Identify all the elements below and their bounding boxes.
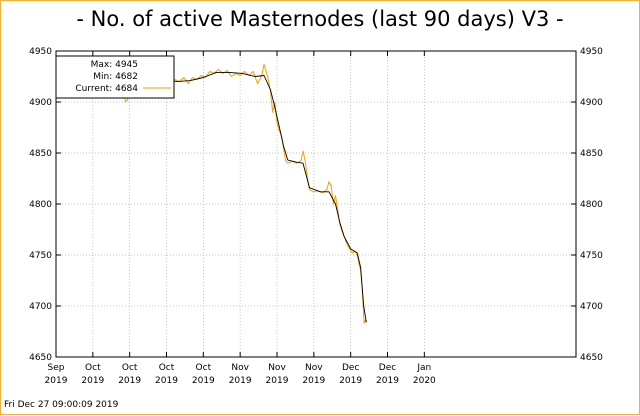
x-tick-label-year: 2019: [376, 376, 399, 386]
x-tick-label-month: Nov: [305, 363, 323, 373]
y-tick-label-right: 4850: [580, 149, 603, 159]
legend-max: Max: 4945: [91, 60, 138, 70]
legend-frame: [55, 55, 175, 99]
chart-title: - No. of active Masternodes (last 90 day…: [76, 7, 564, 31]
y-tick-label: 4650: [29, 353, 52, 363]
y-tick-label-right: 4800: [580, 200, 603, 210]
x-tick-label-month: Oct: [85, 363, 101, 373]
x-tick-label-year: 2020: [413, 376, 436, 386]
x-tick-label-month: Dec: [342, 363, 359, 373]
y-tick-label: 4700: [29, 302, 52, 312]
y-tick-label-right: 4950: [580, 47, 603, 57]
x-tick-label-year: 2019: [81, 376, 104, 386]
x-tick-label-year: 2019: [266, 376, 289, 386]
x-tick-label-year: 2019: [229, 376, 252, 386]
timestamp-footer: Fri Dec 27 09:00:09 2019: [4, 400, 119, 410]
x-tick-label-month: Oct: [122, 363, 138, 373]
y-tick-label-right: 4900: [580, 98, 603, 108]
legend-min: Min: 4682: [93, 72, 138, 82]
y-tick-label: 4850: [29, 149, 52, 159]
x-tick-label-month: Sep: [48, 363, 65, 373]
y-tick-label: 4900: [29, 98, 52, 108]
x-tick-label-month: Jan: [416, 363, 431, 373]
y-tick-label-right: 4700: [580, 302, 603, 312]
y-tick-label-right: 4750: [580, 251, 603, 261]
x-tick-label-year: 2019: [302, 376, 325, 386]
y-tick-label-right: 4650: [580, 353, 603, 363]
grid: [55, 50, 576, 358]
y-tick-label: 4950: [29, 47, 52, 57]
x-tick-label-year: 2019: [339, 376, 362, 386]
ticks: 4650 4650 4700 4700 4750 4750 4800 4800 4850 4850…: [29, 47, 603, 386]
y-tick-label: 4750: [29, 251, 52, 261]
x-tick-label-month: Nov: [231, 363, 249, 373]
x-tick-label-year: 2019: [155, 376, 178, 386]
x-tick-label-year: 2019: [45, 376, 68, 386]
y-tick-label: 4800: [29, 200, 52, 210]
x-tick-label-month: Dec: [379, 363, 396, 373]
x-tick-label-year: 2019: [192, 376, 215, 386]
legend-box: Max: 4945 Min: 4682 Current: 4684: [55, 55, 175, 99]
x-tick-label-month: Nov: [268, 363, 286, 373]
series-smoothed-line: [58, 59, 367, 323]
x-tick-label-month: Oct: [159, 363, 175, 373]
x-tick-label-month: Oct: [196, 363, 212, 373]
legend-current: Current: 4684: [75, 84, 138, 94]
x-tick-label-year: 2019: [118, 376, 141, 386]
